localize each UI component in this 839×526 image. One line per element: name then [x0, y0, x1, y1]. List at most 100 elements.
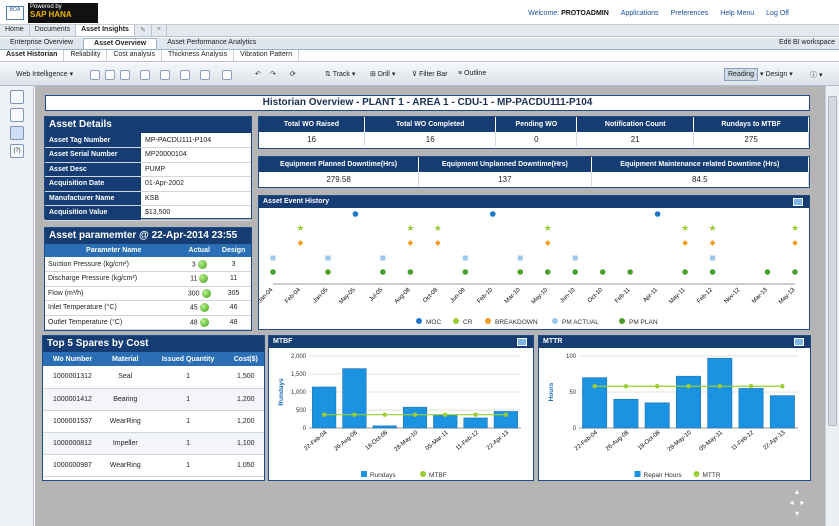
bar[interactable]: [372, 425, 397, 429]
event-x-tick: Jan-04: [259, 287, 275, 305]
spare-mat: Bearing: [101, 388, 149, 411]
email-icon[interactable]: [222, 70, 232, 80]
save-icon[interactable]: [120, 70, 130, 80]
scrollbar-thumb[interactable]: [828, 96, 837, 426]
reading-mode-button[interactable]: Reading: [724, 68, 759, 81]
chart-options-icon[interactable]: [793, 198, 803, 206]
help-icon[interactable]: ⓘ ▾: [810, 72, 823, 79]
document-summary-icon[interactable]: [10, 90, 24, 104]
print-icon[interactable]: [140, 70, 150, 80]
asset-detail-value: $13,500: [141, 205, 251, 221]
sap-hana-text: SAP HANA: [30, 10, 72, 19]
tab-documents[interactable]: Documents: [30, 25, 77, 36]
spare-qty: 1: [148, 432, 228, 455]
reference-point: [382, 412, 387, 417]
bar[interactable]: [769, 395, 795, 429]
refresh-icon[interactable]: ⟳: [290, 71, 296, 78]
tab-enterprise-overview[interactable]: Enterprise Overview: [10, 39, 74, 46]
help-menu[interactable]: Help Menu: [720, 10, 755, 17]
y-tick-label: 1,500: [291, 372, 307, 378]
reference-point: [655, 384, 660, 389]
edit-workspace-button[interactable]: Edit BI workspace: [778, 39, 835, 46]
kpi-header: Rundays to MTBF: [693, 117, 809, 132]
design-mode-button[interactable]: ▾ Design ▾: [760, 71, 793, 78]
parameter-actual-cell: 11: [182, 271, 217, 287]
pm-plan-event-point: [792, 269, 798, 275]
tab-asset-overview[interactable]: Asset Overview: [83, 38, 158, 49]
nav-left-icon[interactable]: ◂: [789, 498, 794, 507]
bar[interactable]: [644, 402, 670, 429]
preferences-link[interactable]: Preferences: [670, 10, 709, 17]
downtime-kpi-table: Equipment Planned Downtime(Hrs) Equipment…: [259, 157, 810, 186]
bar[interactable]: [493, 411, 518, 429]
reference-point: [503, 412, 509, 417]
y-tick-label: 0: [303, 426, 307, 432]
y-axis-label: Rundays: [278, 378, 285, 406]
bar[interactable]: [433, 414, 458, 429]
event-legend-marker: [416, 318, 422, 324]
navigation-map-icon[interactable]: [10, 108, 24, 122]
mtbf-header: MTBF: [269, 336, 533, 348]
redo-icon[interactable]: ↷: [270, 71, 276, 78]
undo-icon[interactable]: ↶: [255, 71, 261, 78]
new-doc-icon[interactable]: [90, 70, 100, 80]
event-history-chart: Jan-04 Feb-04 Jan-05 May-05 Jul-05 Aug-08 Oct-…: [257, 211, 799, 326]
bar[interactable]: [463, 417, 488, 429]
legend-line-label: MTBF: [429, 472, 447, 479]
asset-detail-value: 01-Apr-2002: [141, 176, 251, 192]
bar[interactable]: [613, 398, 639, 429]
find-icon[interactable]: [160, 70, 170, 80]
company-logo: BOA Powered by SAP HANA: [6, 3, 98, 23]
parameter-actual-cell: 45: [182, 300, 217, 316]
pm-actual-event-point: [572, 255, 578, 261]
bar[interactable]: [312, 386, 337, 429]
tab-vibration-pattern[interactable]: Vibration Pattern: [234, 50, 300, 61]
history-icon[interactable]: [180, 70, 190, 80]
tab-asset-insights[interactable]: Asset Insights: [76, 25, 135, 36]
mtbf-chart-options-icon[interactable]: [517, 338, 527, 346]
bar[interactable]: [738, 388, 764, 429]
user-name: PROTOADMIN: [561, 10, 609, 17]
nav-up-icon[interactable]: ▴: [794, 487, 799, 496]
y-tick-label: 2,000: [291, 354, 307, 360]
mttr-chart-options-icon[interactable]: [794, 338, 804, 346]
nav-down-icon[interactable]: ▾: [794, 509, 799, 518]
kpi-header: Equipment Maintenance related Downtime (…: [591, 157, 810, 172]
bar[interactable]: [342, 368, 367, 429]
tab-cost-analysis[interactable]: Cost analysis: [107, 50, 162, 61]
tab-reliability[interactable]: Reliability: [64, 50, 108, 61]
tab-asset-historian[interactable]: Asset Historian: [0, 50, 65, 61]
applications-menu[interactable]: Applications: [620, 10, 659, 17]
vertical-scrollbar[interactable]: [825, 86, 839, 526]
export-icon[interactable]: [200, 70, 210, 80]
breakdown-event-point: [435, 240, 441, 246]
bar[interactable]: [707, 357, 733, 429]
filter-bar-button[interactable]: ⊽ Filter Bar: [412, 71, 448, 78]
event-history-header: Asset Event History: [259, 196, 809, 208]
pm-actual-event-point: [517, 255, 523, 261]
tab-thickness-analysis[interactable]: Thickness Analysis: [162, 50, 235, 61]
web-intelligence-menu[interactable]: Web Intelligence ▾: [16, 71, 74, 78]
input-controls-icon[interactable]: [10, 126, 24, 140]
help-panel-icon[interactable]: (?): [10, 144, 24, 158]
bar[interactable]: [402, 406, 428, 429]
parameter-row: Flow (m³/h) 300 305: [45, 286, 251, 301]
track-button[interactable]: ⇅ Track ▾: [325, 71, 356, 78]
nav-right-icon[interactable]: ▸: [800, 498, 805, 507]
log-off-link[interactable]: Log Off: [766, 10, 789, 17]
cr-event-point: ★: [544, 223, 552, 233]
parameter-actual-cell: 3: [182, 257, 217, 272]
tab-asset-performance-analytics[interactable]: Asset Performance Analytics: [167, 39, 257, 46]
bar[interactable]: [676, 375, 701, 429]
legend-line-label: MTTR: [703, 472, 721, 479]
pin-icon[interactable]: ✎: [135, 25, 152, 36]
parameter-actual: 11: [190, 275, 198, 283]
pm-plan-event-point: [325, 269, 331, 275]
y-tick-label: 0: [573, 426, 577, 432]
open-icon[interactable]: [105, 70, 115, 80]
close-icon[interactable]: ×: [152, 25, 167, 36]
tab-home[interactable]: Home: [0, 25, 30, 36]
drill-button[interactable]: ⊞ Drill ▾: [370, 71, 396, 78]
outline-button[interactable]: ≡ Outline: [458, 70, 487, 77]
kpi-header: Equipment Unplanned Downtime(Hrs): [418, 157, 592, 172]
